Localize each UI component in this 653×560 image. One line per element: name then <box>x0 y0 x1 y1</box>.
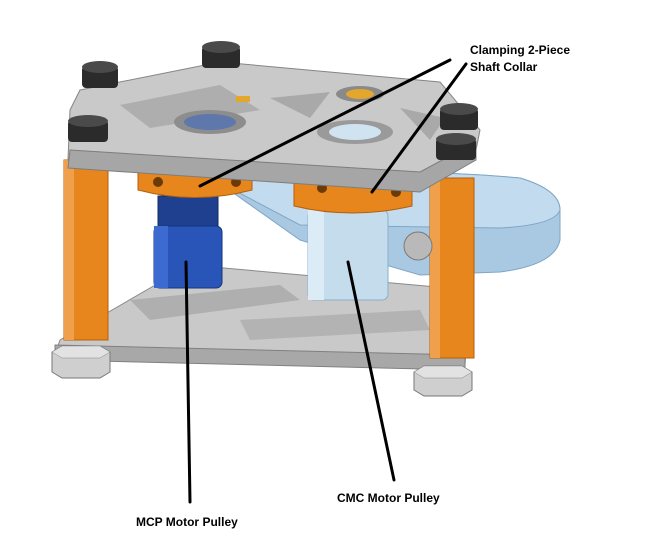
mcp-motor-pulley <box>153 195 223 289</box>
hex-nut-icon <box>413 365 473 397</box>
shaft-collar-label-line2: Shaft Collar <box>470 60 538 74</box>
shaft-collar-label: Clamping 2-Piece Shaft Collar <box>470 42 570 76</box>
socket-head-bolt-icon <box>202 41 240 68</box>
bottom-plate <box>54 264 471 371</box>
standoff-front-left <box>63 159 109 341</box>
top-plate <box>67 61 481 193</box>
shaft-collar-label-line1: Clamping 2-Piece <box>470 43 571 57</box>
leader-line-cmc <box>346 260 396 482</box>
leader-line-mcp <box>184 260 192 504</box>
standoff-front-right <box>429 177 475 359</box>
leader-lines <box>184 58 468 504</box>
socket-head-bolt-icon <box>68 115 108 142</box>
cmc-motor-pulley-label: CMC Motor Pulley <box>337 491 440 505</box>
leader-line-collar-left <box>198 58 452 188</box>
mcp-motor-pulley-label: MCP Motor Pulley <box>136 515 238 529</box>
socket-head-bolt-icon <box>440 103 478 130</box>
hex-nut-icon <box>51 345 111 379</box>
socket-head-bolt-icon <box>436 133 476 160</box>
leader-line-collar-right <box>370 62 468 194</box>
socket-head-bolt-icon <box>82 61 118 88</box>
